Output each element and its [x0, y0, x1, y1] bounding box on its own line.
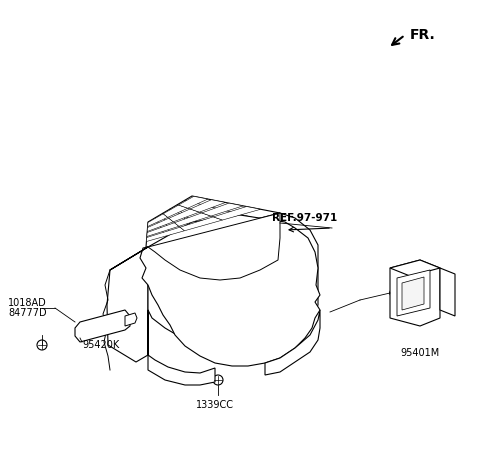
Polygon shape: [148, 355, 215, 385]
Polygon shape: [265, 310, 320, 375]
Polygon shape: [202, 203, 243, 216]
Circle shape: [129, 316, 135, 322]
Polygon shape: [110, 215, 320, 366]
Polygon shape: [174, 213, 211, 226]
Text: 95401M: 95401M: [400, 348, 439, 358]
Polygon shape: [147, 218, 173, 232]
Polygon shape: [440, 268, 455, 316]
Polygon shape: [390, 260, 440, 276]
Text: 95420K: 95420K: [82, 340, 119, 350]
Polygon shape: [148, 213, 318, 355]
Polygon shape: [179, 196, 208, 208]
Text: 84777D: 84777D: [8, 308, 47, 318]
Polygon shape: [125, 313, 137, 326]
Circle shape: [298, 264, 306, 272]
Polygon shape: [390, 260, 440, 326]
Polygon shape: [213, 206, 261, 220]
Polygon shape: [163, 205, 188, 217]
Text: FR.: FR.: [410, 28, 436, 42]
Circle shape: [389, 290, 396, 297]
Polygon shape: [190, 200, 226, 212]
Polygon shape: [180, 217, 223, 231]
Circle shape: [226, 356, 234, 364]
Circle shape: [132, 337, 140, 345]
Polygon shape: [146, 196, 280, 262]
Polygon shape: [148, 214, 168, 227]
Polygon shape: [75, 310, 130, 342]
Text: 1018AD: 1018AD: [8, 298, 47, 308]
Text: REF.97-971: REF.97-971: [272, 213, 337, 223]
Circle shape: [213, 375, 223, 385]
Polygon shape: [107, 247, 148, 362]
Polygon shape: [147, 223, 179, 236]
Polygon shape: [397, 270, 430, 316]
Polygon shape: [148, 213, 280, 280]
Circle shape: [37, 340, 47, 350]
Polygon shape: [146, 227, 184, 242]
Text: 1339CC: 1339CC: [196, 400, 234, 410]
Circle shape: [298, 306, 306, 314]
Polygon shape: [402, 277, 424, 310]
Polygon shape: [169, 209, 199, 222]
Circle shape: [266, 351, 274, 359]
